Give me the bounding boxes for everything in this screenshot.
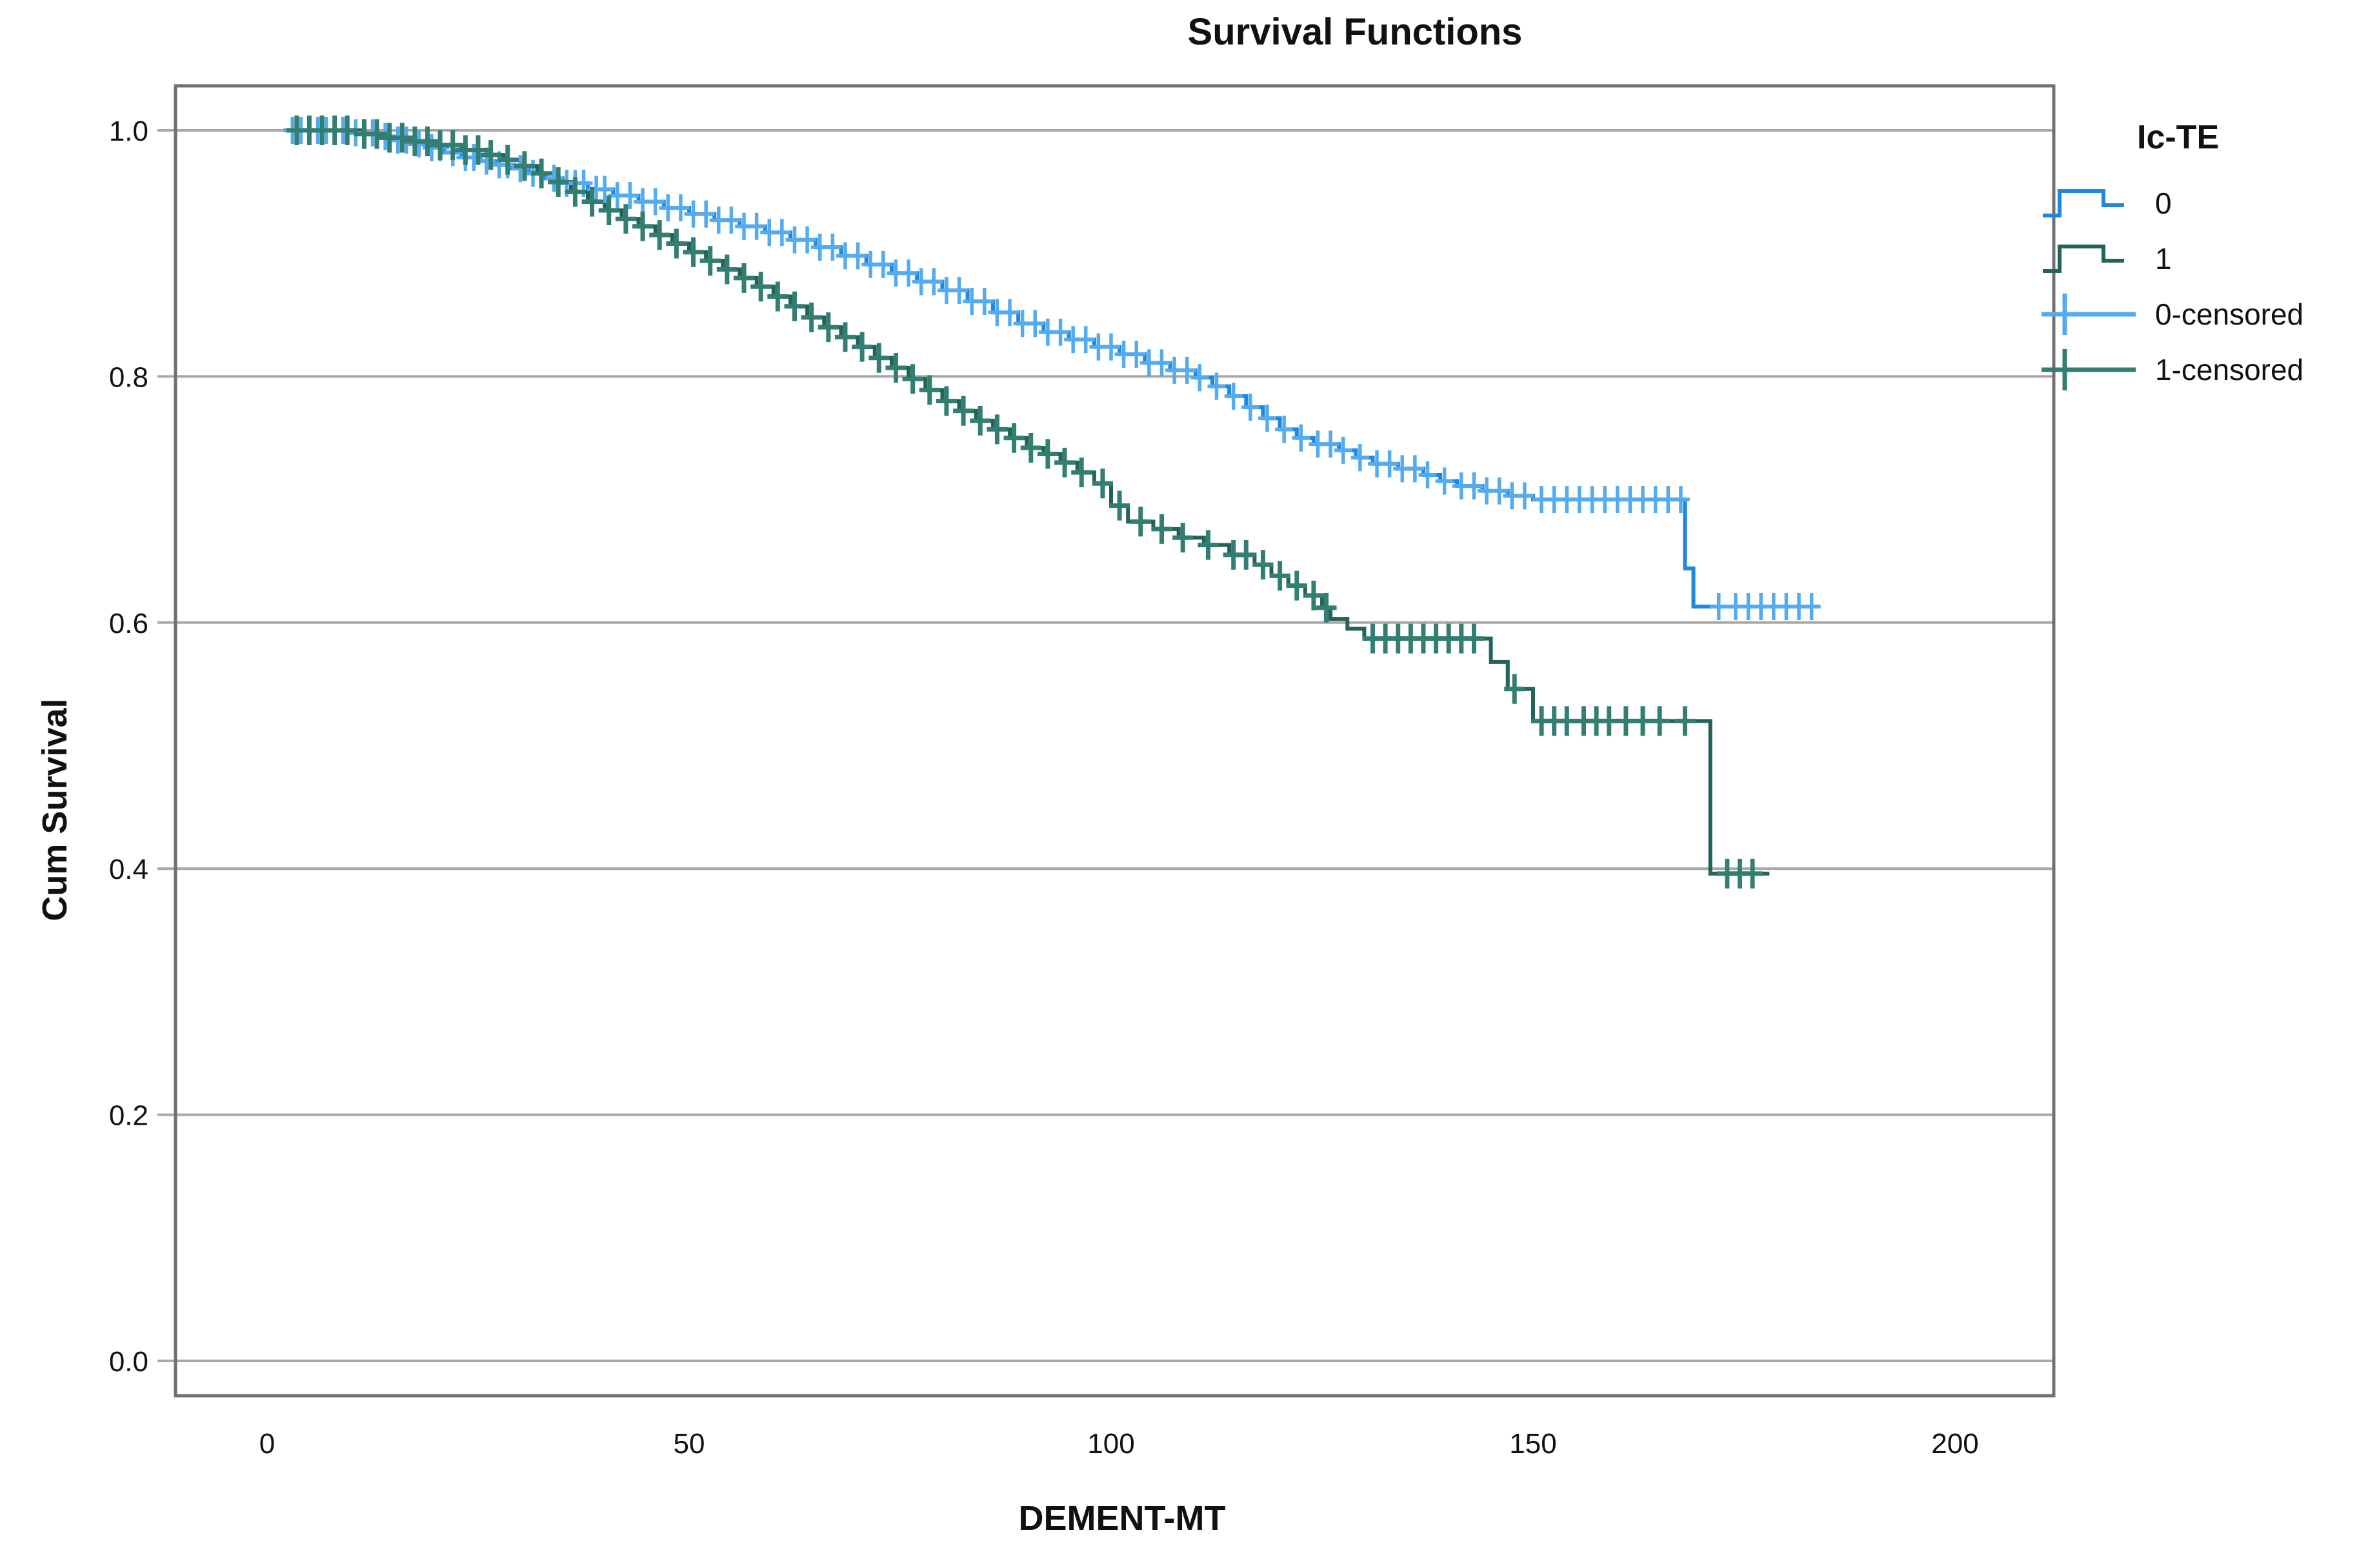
legend: Ic-TE 0 1 0-censored 1-censored	[2039, 117, 2368, 397]
y-tick-label: 0.0	[109, 1346, 148, 1378]
legend-step-glyph	[2043, 189, 2124, 217]
legend-cross-glyph	[2042, 349, 2136, 390]
x-tick-label: 100	[1087, 1428, 1134, 1460]
legend-item-label: 1-censored	[2155, 353, 2304, 387]
legend-step-glyph	[2043, 245, 2124, 273]
survival-curve-0	[284, 128, 1820, 609]
x-tick-label: 50	[674, 1428, 705, 1460]
y-axis-label: Cum Survival	[35, 698, 74, 921]
survival-curve-1	[284, 128, 1770, 876]
x-axis-label: DEMENT-MT	[1018, 1499, 1226, 1538]
legend-item-1-censored: 1-censored	[2039, 342, 2368, 397]
plus-cross-icon	[2039, 347, 2149, 392]
legend-item-0-censored: 0-censored	[2039, 286, 2368, 342]
legend-item-label: 0-censored	[2155, 297, 2304, 331]
plus-cross-icon	[2039, 292, 2149, 337]
legend-items: 0 1 0-censored 1-censored	[2039, 176, 2368, 397]
legend-item-0: 0	[2039, 176, 2368, 231]
x-tick-label: 200	[1931, 1428, 1978, 1460]
legend-item-label: 0	[2155, 186, 2172, 220]
y-tick-label: 0.6	[109, 608, 148, 639]
legend-item-label: 1	[2155, 242, 2172, 276]
y-tick-label: 0.2	[109, 1100, 148, 1132]
x-tick-label: 150	[1509, 1428, 1556, 1460]
y-tick-label: 1.0	[109, 116, 148, 147]
step-line-icon	[2039, 181, 2149, 226]
step-line-icon	[2039, 236, 2149, 281]
plot-frame	[174, 84, 2056, 1398]
chart-title: Survival Functions	[1187, 11, 1523, 53]
y-tick-label: 0.4	[109, 854, 148, 885]
legend-item-1: 1	[2039, 231, 2368, 286]
legend-title: Ic-TE	[2137, 119, 2220, 156]
legend-cross-glyph	[2042, 294, 2136, 335]
x-tick-label: 0	[259, 1428, 275, 1460]
y-tick-label: 0.8	[109, 361, 148, 393]
